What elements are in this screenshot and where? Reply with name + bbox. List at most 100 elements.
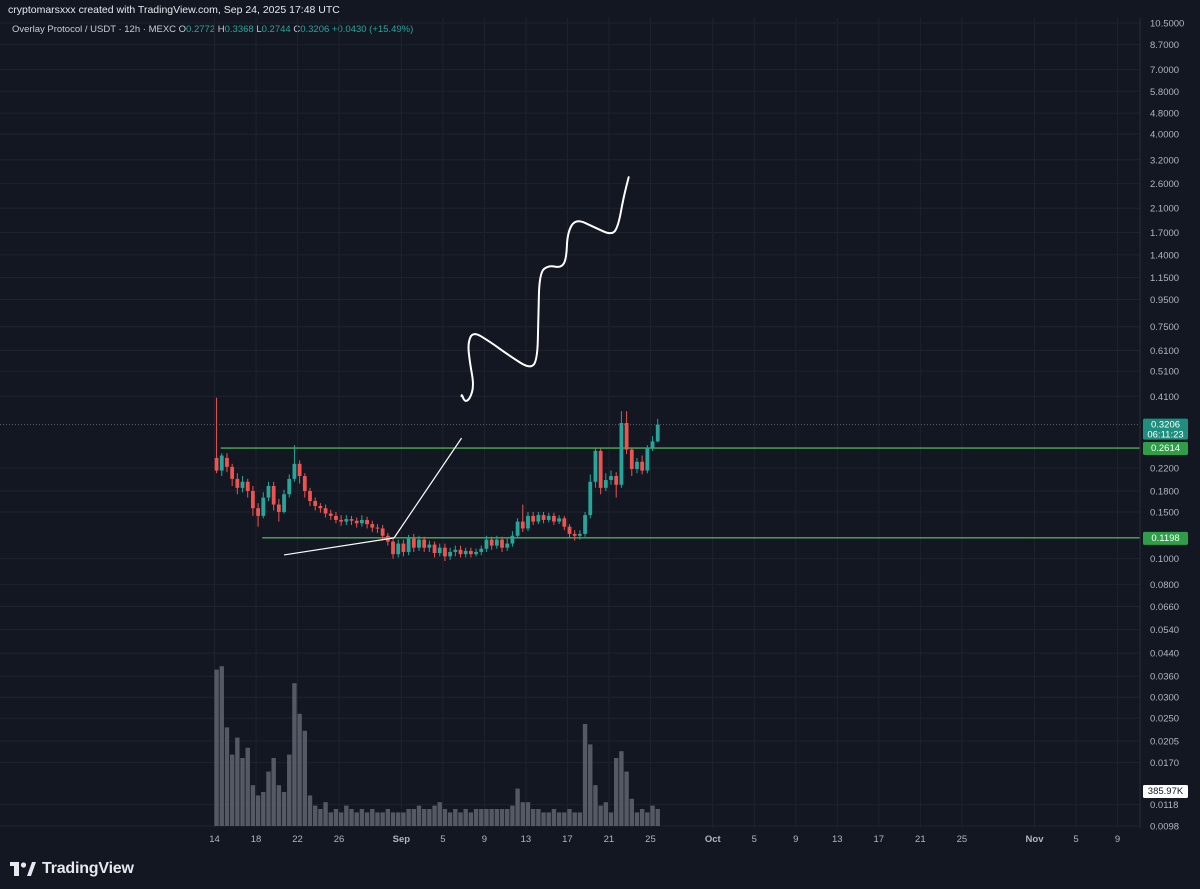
- candle-body: [448, 551, 453, 557]
- price-chart[interactable]: 10.5000 8.7000 7.0000 5.8000 4.8000 4.0000 3.2…: [0, 18, 1200, 850]
- time-tick-label: 17: [874, 834, 885, 845]
- volume-bar: [437, 802, 442, 826]
- time-axis[interactable]: 14 18 22 26 Sep 5 9 13 17 21 25 Oct 5 9 13 17 21 25 Nov 5 9: [209, 834, 1120, 845]
- volume-bar: [219, 666, 224, 826]
- candle-body: [266, 485, 271, 498]
- candle-body: [526, 515, 530, 529]
- candle-body: [318, 506, 323, 509]
- candle-body: [365, 519, 369, 525]
- price-tick-label: 0.0098: [1150, 822, 1179, 833]
- volume-bar: [271, 758, 276, 826]
- volume-bar: [463, 809, 468, 826]
- volume-bar: [598, 805, 603, 826]
- candle-body: [520, 521, 525, 529]
- volume-bar: [318, 809, 323, 826]
- horizontal-levels[interactable]: [220, 447, 1140, 539]
- volume-bar: [458, 812, 463, 826]
- candle-body: [251, 491, 255, 509]
- volume-bar: [276, 785, 282, 826]
- volume-bar: [359, 809, 365, 826]
- price-tick-label: 0.0440: [1150, 649, 1179, 660]
- price-tick-label: 0.1800: [1150, 487, 1179, 498]
- candle-body: [370, 524, 375, 528]
- volume-bar: [484, 809, 489, 826]
- candle-body: [235, 478, 240, 488]
- candle-body: [479, 548, 484, 552]
- volume-badge-text: 385.97K: [1148, 786, 1184, 797]
- chart-legend: Overlay Protocol / USDT · 12h · MEXC O0.…: [12, 24, 413, 35]
- volume-bar: [229, 754, 235, 826]
- time-tick-label: 26: [334, 834, 345, 845]
- time-tick-label: 13: [832, 834, 843, 845]
- volume-bar: [370, 809, 375, 826]
- legend-high-label: H: [217, 24, 225, 35]
- volume-bar: [281, 792, 287, 826]
- volume-bar: [530, 809, 536, 826]
- volume-bar: [364, 812, 370, 826]
- price-axis[interactable]: 10.5000 8.7000 7.0000 5.8000 4.8000 4.0000 3.2…: [1150, 19, 1184, 833]
- legend-close: 0.3206: [300, 24, 330, 35]
- price-tick-label: 3.2000: [1150, 155, 1179, 166]
- volume-bar: [546, 812, 551, 826]
- projection-path: [460, 176, 630, 402]
- credit-text: cryptomarsxxx created with TradingView.c…: [8, 4, 340, 16]
- time-tick-label: 5: [1073, 834, 1078, 845]
- legend-symbol[interactable]: Overlay Protocol / USDT · 12h · MEXC: [12, 24, 177, 35]
- trend-line: [283, 537, 395, 556]
- price-tick-label: 4.8000: [1150, 109, 1179, 120]
- volume-bar: [432, 805, 437, 826]
- time-tick-label: 5: [440, 834, 445, 845]
- volume-bar: [556, 812, 562, 826]
- candle-body: [572, 533, 577, 536]
- drawings[interactable]: [283, 176, 630, 556]
- price-tick-label: 0.0660: [1150, 602, 1179, 613]
- candle-body: [401, 543, 406, 552]
- candle-body: [432, 544, 437, 554]
- volume-bar: [390, 812, 396, 826]
- volume-bar: [577, 812, 583, 826]
- volume-bar: [629, 798, 634, 826]
- time-tick-label: 5: [752, 834, 757, 845]
- volume-bar: [603, 802, 609, 826]
- candle-body: [287, 478, 292, 495]
- candle-body: [629, 449, 634, 469]
- candles: [214, 397, 660, 561]
- volume-bar: [240, 758, 245, 826]
- candle-body: [308, 491, 312, 502]
- tradingview-logo-icon: [10, 862, 36, 876]
- time-tick-label: 21: [915, 834, 926, 845]
- price-tick-label: 0.0800: [1150, 580, 1179, 591]
- volume-bar: [421, 809, 427, 826]
- price-tick-label: 0.0360: [1150, 672, 1179, 683]
- price-tick-label: 0.2200: [1150, 463, 1179, 474]
- volume-bar: [541, 812, 546, 826]
- candle-body: [468, 550, 473, 555]
- volume-bar: [567, 809, 572, 826]
- candle-body: [417, 539, 421, 548]
- candle-body: [624, 422, 629, 450]
- candle-body: [313, 501, 318, 507]
- price-tick-label: 0.1500: [1150, 507, 1179, 518]
- price-tick-label: 4.0000: [1150, 130, 1179, 141]
- volume-bar: [287, 754, 292, 826]
- support-badge: [1143, 531, 1188, 545]
- volume-bar: [261, 792, 266, 826]
- volume-bar: [645, 812, 650, 826]
- price-tick-label: 1.7000: [1150, 228, 1179, 239]
- candle-body: [219, 455, 224, 471]
- volume-bar: [406, 809, 411, 826]
- candle-body: [557, 518, 562, 522]
- tradingview-logo[interactable]: TradingView: [10, 858, 134, 880]
- volume-bar: [520, 802, 525, 826]
- time-tick-label: 14: [209, 834, 220, 845]
- candle-body: [489, 539, 494, 546]
- volume-bars: [214, 666, 660, 826]
- price-tick-label: 0.7500: [1150, 322, 1179, 333]
- volume-bar: [593, 785, 598, 826]
- candle-body: [577, 533, 582, 536]
- tradingview-logo-text: TradingView: [42, 860, 134, 877]
- legend-open: 0.2772: [186, 24, 216, 35]
- volume-bar: [499, 809, 505, 826]
- time-tick-label: 18: [251, 834, 262, 845]
- price-tick-label: 0.0540: [1150, 625, 1179, 636]
